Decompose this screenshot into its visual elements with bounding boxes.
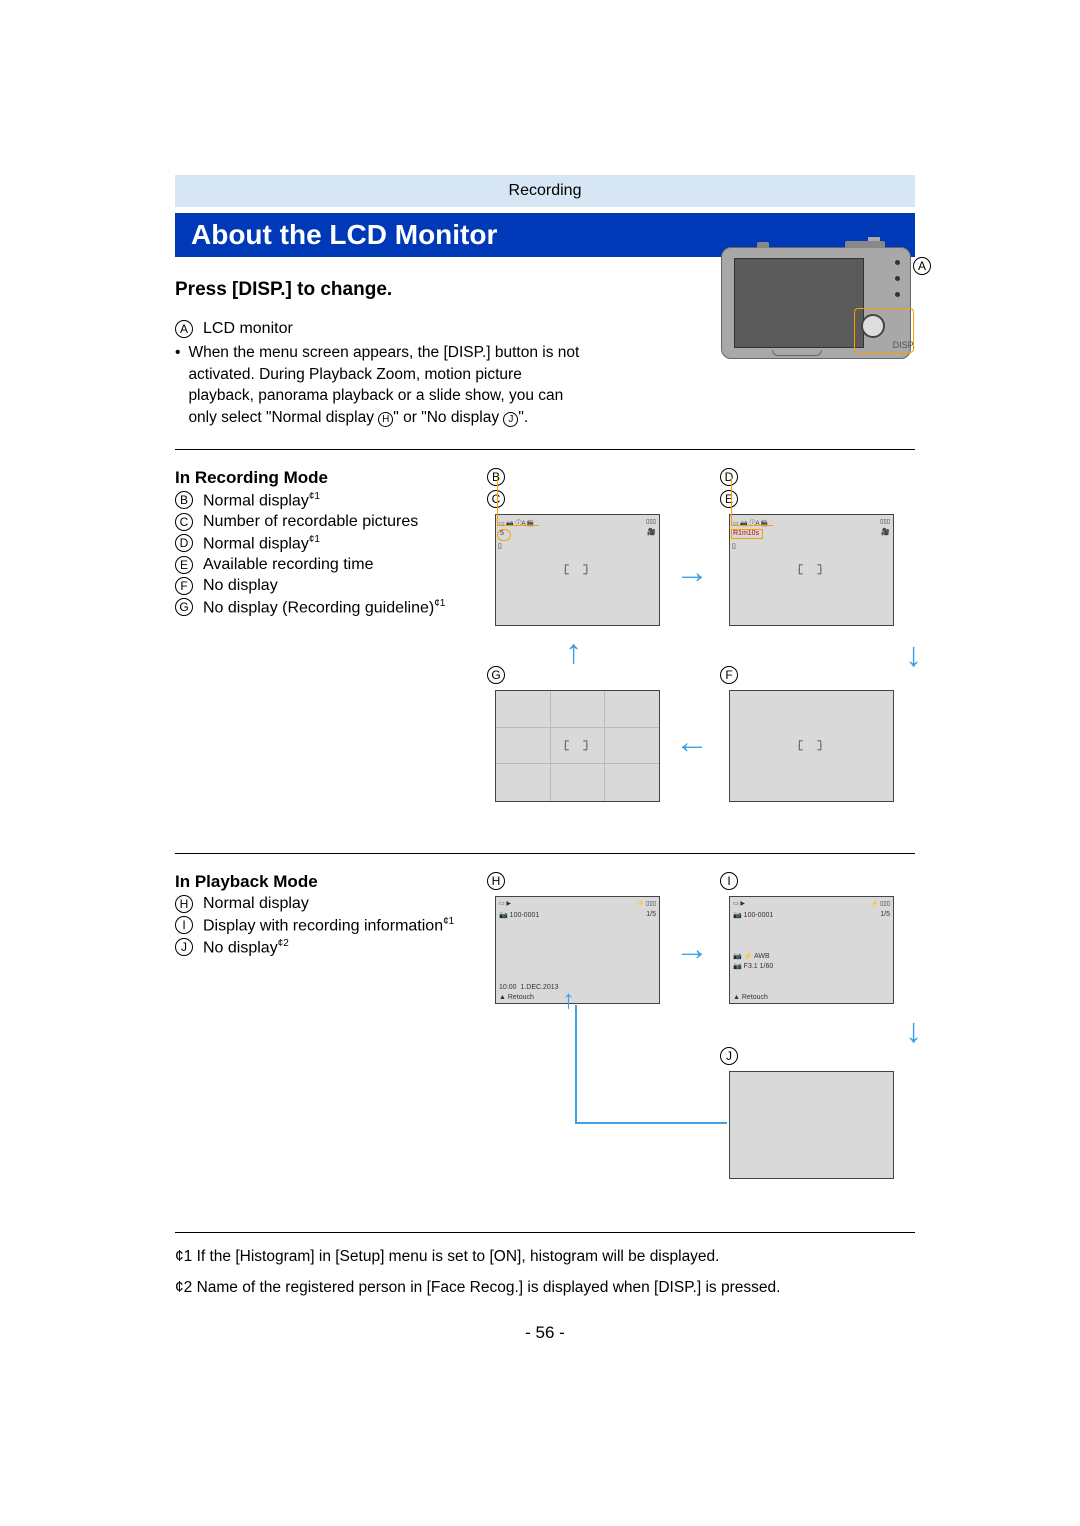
arrow-up-icon: ↑ (562, 984, 575, 1015)
preview-B: ▭ 📷 ⓘA 🎬▯▯▯ 5 🎥 ▯ ┌ ┐└ ┘ (495, 514, 660, 626)
arrow-up-icon: ↑ (565, 633, 582, 672)
camera-illustration (721, 247, 911, 359)
footnote-2: ¢2 Name of the registered person in [Fac… (175, 1276, 915, 1299)
preview-J (729, 1071, 894, 1179)
callout-F: F (720, 666, 738, 684)
callout-I: I (720, 872, 738, 890)
callout-B: B (487, 468, 505, 486)
preview-G: ┌ ┐└ ┘ (495, 690, 660, 802)
arrow-left-icon: ← (675, 723, 709, 762)
callout-C: C (487, 490, 505, 508)
callout-J: J (720, 1047, 738, 1065)
playback-mode-heading: In Playback Mode (175, 872, 475, 892)
arrow-down-icon: ↓ (905, 636, 922, 675)
page-number: - 56 - (175, 1323, 915, 1343)
recording-mode-heading: In Recording Mode (175, 468, 465, 488)
callout-E: E (720, 490, 738, 508)
preview-I: ▭ ▶⚡ ▯▯▯ 📷 100-0001 1/5 📷 ⚡ AWB 📷 F3.1 1… (729, 896, 894, 1004)
section-tab: Recording (175, 175, 915, 207)
arrow-down-icon: ↓ (905, 1012, 922, 1051)
footnote-1: ¢1 If the [Histogram] in [Setup] menu is… (175, 1245, 915, 1268)
preview-D: ▭ 📷 ⓘA 🎬▯▯▯ R1m10s 🎥 ▯ ┌ ┐└ ┘ (729, 514, 894, 626)
preview-F: ┌ ┐└ ┘ (729, 690, 894, 802)
callout-G: G (487, 666, 505, 684)
callout-D: D (720, 468, 738, 486)
callout-H: H (487, 872, 505, 890)
preview-H: ▭ ▶⚡ ▯▯▯ 📷 100-0001 1/5 10:00 1.DEC.2013… (495, 896, 660, 1004)
arrow-right-icon: → (675, 553, 709, 592)
disp-button-label: DISP. (893, 340, 915, 350)
callout-A: A (913, 257, 931, 275)
arrow-right-icon: → (675, 930, 709, 969)
